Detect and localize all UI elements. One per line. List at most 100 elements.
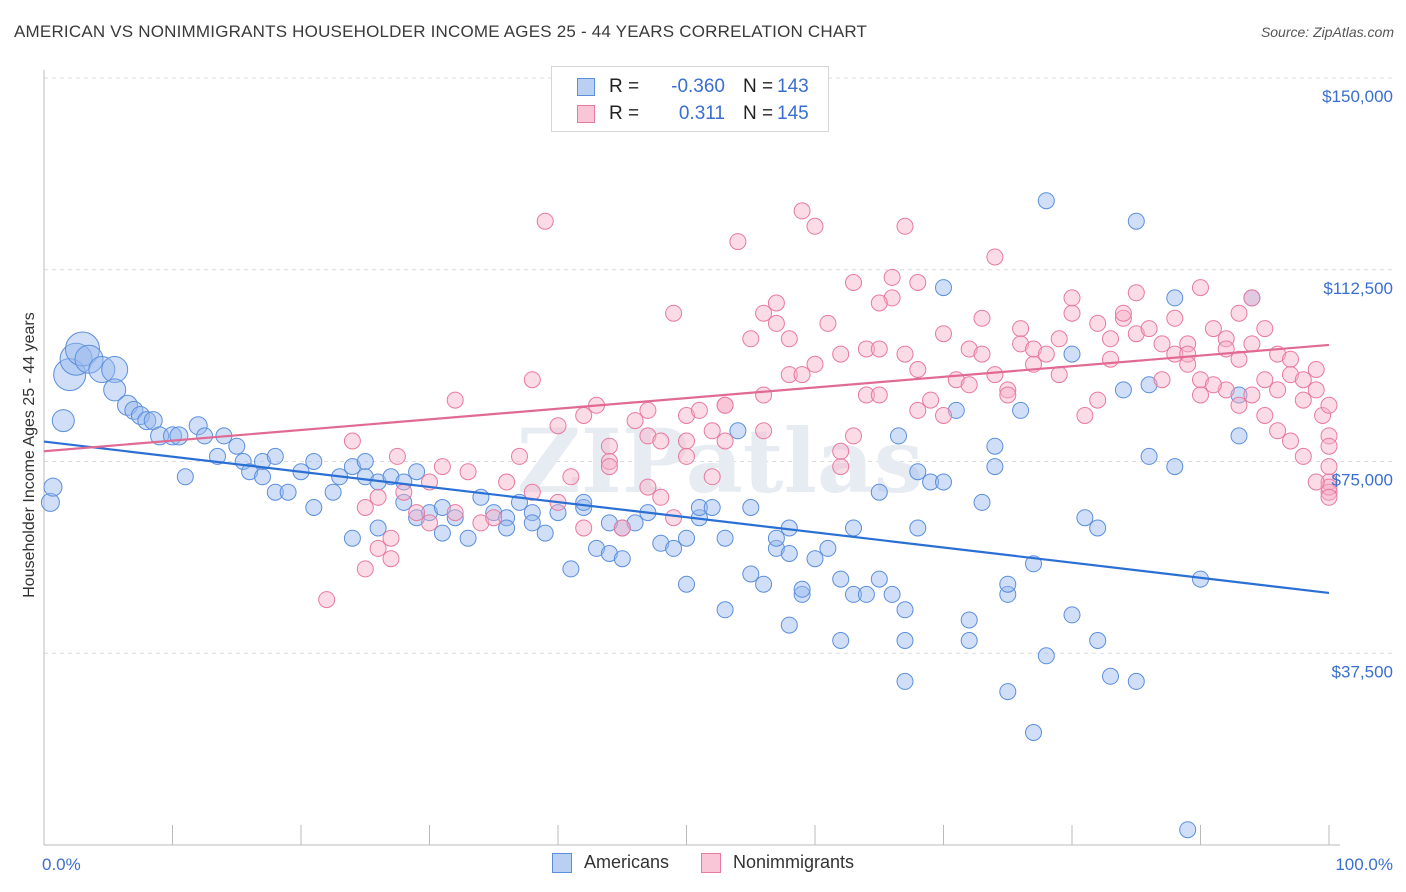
point-nonimmigrants-130 bbox=[1320, 396, 1338, 414]
y-axis-label: Householder Income Ages 25 - 44 years bbox=[21, 312, 38, 598]
point-nonimmigrants-119 bbox=[1256, 320, 1274, 338]
point-nonimmigrants-9 bbox=[395, 483, 413, 501]
point-americans-27 bbox=[254, 468, 271, 486]
point-americans-2 bbox=[51, 409, 75, 433]
point-nonimmigrants-137 bbox=[1320, 488, 1338, 506]
point-nonimmigrants-43 bbox=[703, 468, 721, 486]
point-nonimmigrants-37 bbox=[652, 432, 670, 450]
point-nonimmigrants-20 bbox=[511, 447, 528, 465]
point-nonimmigrants-73 bbox=[922, 391, 940, 409]
point-americans-65 bbox=[652, 534, 670, 552]
point-americans-79 bbox=[780, 545, 798, 562]
point-nonimmigrants-47 bbox=[729, 233, 747, 251]
point-nonimmigrants-72 bbox=[909, 401, 927, 419]
point-americans-43 bbox=[408, 509, 426, 527]
point-nonimmigrants-118 bbox=[1243, 335, 1261, 353]
point-nonimmigrants-94 bbox=[1076, 407, 1094, 424]
point-nonimmigrants-58 bbox=[819, 314, 837, 332]
point-americans-5 bbox=[65, 331, 100, 367]
series-legend: Americans Nonimmigrants bbox=[0, 852, 1406, 873]
point-nonimmigrants-98 bbox=[1102, 330, 1119, 348]
point-americans-104 bbox=[986, 437, 1004, 455]
point-americans-112 bbox=[1063, 606, 1081, 624]
point-americans-22 bbox=[209, 447, 226, 465]
point-nonimmigrants-92 bbox=[1063, 304, 1081, 322]
point-nonimmigrants-79 bbox=[973, 345, 991, 363]
point-nonimmigrants-45 bbox=[716, 432, 734, 450]
point-americans-110 bbox=[1037, 647, 1055, 665]
legend-item-nonimmigrants[interactable]: Nonimmigrants bbox=[700, 852, 854, 873]
point-nonimmigrants-27 bbox=[575, 519, 593, 537]
point-americans-30 bbox=[279, 483, 297, 501]
point-americans-84 bbox=[832, 570, 850, 588]
point-nonimmigrants-153 bbox=[755, 386, 773, 404]
point-nonimmigrants-139 bbox=[1294, 447, 1312, 465]
point-nonimmigrants-150 bbox=[870, 294, 888, 312]
point-nonimmigrants-135 bbox=[1320, 483, 1338, 501]
point-americans-130 bbox=[999, 683, 1017, 701]
legend-r-value: -0.360 bbox=[671, 76, 725, 97]
legend-item-americans[interactable]: Americans bbox=[551, 852, 669, 873]
trend-line-americans bbox=[43, 440, 1330, 595]
point-nonimmigrants-143 bbox=[1243, 386, 1261, 404]
point-nonimmigrants-138 bbox=[1307, 473, 1325, 491]
legend-n-value: 145 bbox=[777, 103, 809, 124]
point-americans-29 bbox=[266, 447, 284, 465]
point-americans-120 bbox=[1127, 212, 1145, 230]
point-americans-63 bbox=[626, 514, 644, 532]
point-americans-111 bbox=[1037, 192, 1055, 210]
point-nonimmigrants-78 bbox=[960, 340, 978, 358]
point-americans-136 bbox=[498, 519, 516, 537]
point-nonimmigrants-147 bbox=[1192, 386, 1209, 404]
point-nonimmigrants-33 bbox=[626, 412, 644, 430]
point-nonimmigrants-0 bbox=[318, 591, 336, 609]
point-nonimmigrants-30 bbox=[600, 437, 618, 455]
point-americans-58 bbox=[575, 493, 593, 511]
point-americans-18 bbox=[188, 416, 208, 436]
point-americans-60 bbox=[600, 545, 618, 562]
point-americans-132 bbox=[896, 672, 914, 690]
point-americans-119 bbox=[1127, 672, 1145, 690]
point-nonimmigrants-104 bbox=[1153, 335, 1171, 353]
point-nonimmigrants-111 bbox=[1192, 371, 1209, 389]
point-nonimmigrants-88 bbox=[1025, 340, 1042, 358]
point-nonimmigrants-146 bbox=[1204, 376, 1222, 394]
point-nonimmigrants-128 bbox=[1307, 381, 1325, 399]
point-americans-93 bbox=[896, 632, 914, 649]
point-americans-54 bbox=[536, 524, 554, 542]
point-americans-90 bbox=[870, 570, 888, 588]
point-nonimmigrants-109 bbox=[1179, 345, 1197, 363]
point-nonimmigrants-34 bbox=[639, 427, 657, 445]
point-americans-12 bbox=[130, 406, 150, 425]
point-nonimmigrants-115 bbox=[1230, 350, 1248, 368]
point-nonimmigrants-124 bbox=[1282, 366, 1299, 384]
point-americans-1 bbox=[43, 477, 63, 497]
point-americans-20 bbox=[176, 468, 194, 486]
point-nonimmigrants-55 bbox=[793, 202, 811, 220]
trend-line-nonimmigrants bbox=[43, 343, 1330, 453]
point-nonimmigrants-19 bbox=[498, 473, 516, 491]
point-nonimmigrants-62 bbox=[845, 274, 862, 291]
point-americans-138 bbox=[408, 463, 426, 481]
x-tick-label-min: 0.0% bbox=[42, 855, 81, 874]
point-americans-123 bbox=[1166, 458, 1184, 476]
point-americans-66 bbox=[665, 539, 683, 557]
point-nonimmigrants-42 bbox=[690, 401, 708, 419]
y-tick-label-1: $75,000 bbox=[1332, 471, 1393, 490]
point-nonimmigrants-152 bbox=[793, 366, 811, 384]
point-nonimmigrants-157 bbox=[600, 458, 618, 476]
point-nonimmigrants-5 bbox=[369, 539, 387, 557]
point-nonimmigrants-156 bbox=[639, 401, 657, 419]
trend-lines bbox=[43, 343, 1330, 595]
point-americans-59 bbox=[588, 539, 605, 557]
point-americans-52 bbox=[523, 504, 541, 522]
point-nonimmigrants-16 bbox=[459, 463, 477, 481]
point-nonimmigrants-99 bbox=[1114, 309, 1132, 327]
point-americans-55 bbox=[549, 504, 567, 522]
point-nonimmigrants-74 bbox=[935, 407, 952, 424]
point-americans-131 bbox=[1025, 724, 1042, 741]
point-americans-113 bbox=[1063, 345, 1081, 363]
point-nonimmigrants-123 bbox=[1282, 350, 1299, 368]
point-americans-33 bbox=[305, 499, 323, 516]
point-americans-139 bbox=[369, 519, 387, 537]
